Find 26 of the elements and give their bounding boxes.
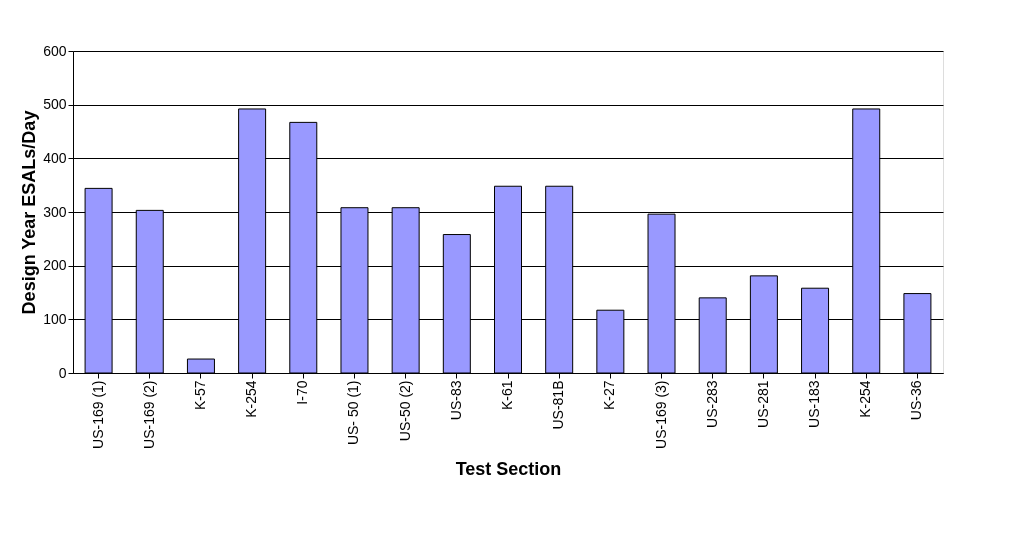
x-tick-label: US-169 (2) [140, 380, 157, 449]
y-axis-title: Design Year ESALs/Day [19, 110, 40, 315]
x-tick-label: US-83 [447, 380, 464, 421]
x-tick-label: US- 50 (1) [345, 380, 362, 446]
x-tick-label: US-169 (1) [89, 380, 106, 449]
x-tick-label: US-283 [703, 380, 720, 428]
y-tick-label: 100 [43, 310, 67, 327]
y-tick-label: 300 [43, 203, 67, 220]
x-tick-label: K-254 [857, 380, 874, 418]
x-tick-label: US-50 (2) [396, 380, 413, 442]
x-axis-title: Test Section [455, 458, 562, 479]
x-tick-label: US-183 [806, 380, 823, 428]
y-tick-label: 500 [43, 96, 67, 113]
y-tick-label: 600 [43, 42, 67, 59]
y-tick-label: 400 [43, 149, 67, 166]
x-tick-label: K-57 [191, 380, 208, 411]
x-tick-label: I-70 [294, 380, 311, 405]
x-tick-label: K-61 [499, 380, 515, 411]
x-tick-label: US-169 (3) [652, 380, 669, 449]
x-tick-label: US-81B [550, 380, 567, 430]
y-tick-label: 0 [58, 364, 67, 381]
x-tick-label: US-36 [908, 380, 925, 421]
x-tick-label: K-254 [243, 380, 260, 418]
y-tick-label: 200 [43, 257, 67, 274]
x-tick-label: US-281 [754, 380, 771, 428]
x-tick-label: K-27 [601, 380, 618, 411]
